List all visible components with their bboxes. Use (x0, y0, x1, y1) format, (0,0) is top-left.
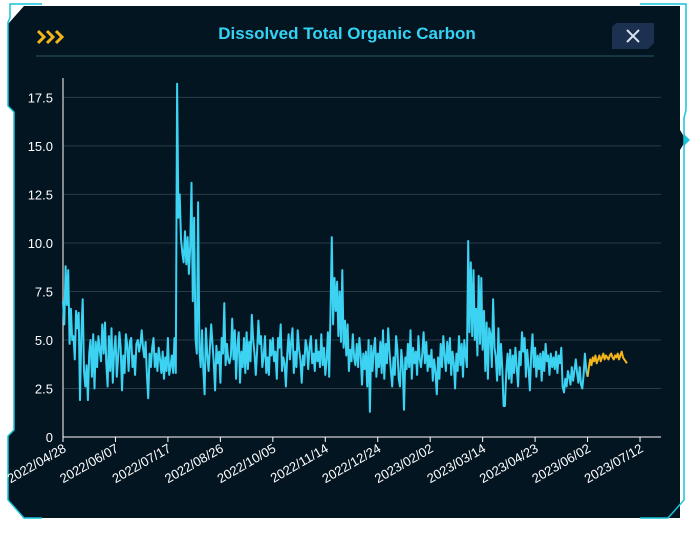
y-tick-label: 2.5 (35, 381, 53, 396)
y-tick-label: 15.0 (28, 139, 53, 154)
actual-series-line (62, 82, 589, 413)
panel-frame-left (7, 3, 42, 519)
y-tick-label: 5.0 (35, 333, 53, 348)
triple-chevron-icon (36, 29, 64, 45)
panel-frame-right (640, 3, 687, 519)
close-button[interactable] (612, 23, 654, 49)
panel-right-notch (684, 134, 690, 146)
y-tick-label: 7.5 (35, 284, 53, 299)
y-tick-label: 17.5 (28, 90, 53, 105)
y-tick-label: 10.0 (28, 236, 53, 251)
close-icon (626, 29, 640, 43)
y-tick-label: 0 (46, 430, 53, 445)
forecast-series-line (586, 350, 628, 377)
y-tick-label: 12.5 (28, 187, 53, 202)
chart-title: Dissolved Total Organic Carbon (218, 24, 476, 43)
